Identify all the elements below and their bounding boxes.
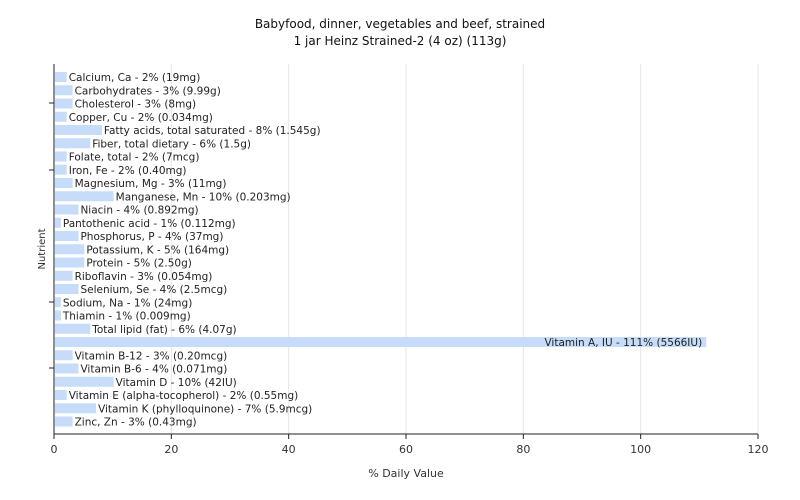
x-tick-label: 100: [630, 443, 651, 456]
bar-label: Zinc, Zn - 3% (0.43mg): [75, 417, 197, 429]
bar-label: Vitamin K (phylloquinone) - 7% (5.9mcg): [98, 403, 312, 415]
bar: [55, 85, 73, 96]
bar-label: Phosphorus, P - 4% (37mg): [80, 231, 223, 243]
bar: [55, 72, 67, 82]
bar: [55, 403, 97, 414]
x-tick-label: 120: [748, 443, 769, 456]
bar-label: Riboflavin - 3% (0.054mg): [75, 271, 213, 283]
bar: [55, 363, 79, 374]
bar: [55, 270, 73, 281]
bar-label: Thiamin - 1% (0.009mg): [62, 311, 191, 323]
bar: [55, 111, 67, 122]
bar: [55, 350, 73, 361]
x-tick-label: 40: [282, 443, 296, 456]
bar: [55, 164, 67, 175]
bar-label: Sodium, Na - 1% (24mg): [63, 297, 192, 309]
bar: [55, 257, 85, 268]
bar-label: Vitamin A, IU - 111% (5566IU): [544, 337, 702, 349]
bar: [55, 416, 73, 427]
bar-label: Cholesterol - 3% (8mg): [75, 99, 197, 111]
x-tick-label: 20: [164, 443, 178, 456]
bar-label: Vitamin D - 10% (42IU): [116, 377, 237, 389]
gridlines: [170, 64, 759, 434]
bar-label: Fiber, total dietary - 6% (1.5g): [92, 138, 251, 150]
bar-label: Fatty acids, total saturated - 8% (1.545…: [104, 125, 321, 137]
bar-labels: Calcium, Ca - 2% (19mg)Carbohydrates - 3…: [62, 72, 702, 429]
bar-label: Vitamin B-6 - 4% (0.071mg): [80, 364, 227, 376]
bar-label: Total lipid (fat) - 6% (4.07g): [91, 324, 236, 336]
x-ticks: 0 20 40 60 80 100 120: [51, 434, 769, 456]
bar: [55, 310, 61, 321]
bar-label: Copper, Cu - 2% (0.034mg): [69, 112, 213, 124]
bar: [55, 217, 61, 228]
chart-subtitle: 1 jar Heinz Strained-2 (4 oz) (113g): [293, 34, 507, 48]
bar-label: Calcium, Ca - 2% (19mg): [69, 72, 201, 84]
bar: [55, 244, 85, 255]
bar: [55, 191, 114, 202]
bars: [55, 72, 707, 427]
y-axis-label: Nutrient: [37, 228, 48, 269]
bar-label: Niacin - 4% (0.892mg): [80, 205, 198, 217]
bar-label: Magnesium, Mg - 3% (11mg): [75, 178, 227, 190]
bar: [55, 125, 102, 135]
bar-label: Carbohydrates - 3% (9.99g): [75, 85, 221, 97]
bar: [55, 337, 707, 347]
bar-label: Potassium, K - 5% (164mg): [86, 244, 229, 256]
bar-label: Selenium, Se - 4% (2.5mcg): [80, 284, 227, 296]
bar: [55, 231, 79, 241]
bar: [55, 390, 67, 400]
x-tick-label: 80: [516, 443, 530, 456]
bar: [55, 178, 73, 188]
bar-label: Protein - 5% (2.50g): [86, 258, 192, 270]
y-ticks: [49, 102, 54, 369]
x-tick-label: 60: [399, 443, 413, 456]
bar: [55, 284, 79, 294]
bar-label: Folate, total - 2% (7mcg): [69, 152, 200, 164]
bar: [55, 98, 73, 109]
chart-title-block: Babyfood, dinner, vegetables and beef, s…: [0, 16, 800, 50]
bar-label: Manganese, Mn - 10% (0.203mg): [116, 191, 291, 203]
bar: [55, 138, 91, 149]
bar: [55, 151, 67, 162]
bar: [55, 323, 91, 334]
bar-label: Pantothenic acid - 1% (0.112mg): [63, 218, 236, 230]
bar: [55, 297, 61, 308]
bar-label: Vitamin B-12 - 3% (0.20mcg): [75, 350, 228, 362]
bar: [55, 204, 79, 215]
bar: [55, 376, 114, 387]
x-axis-label: % Daily Value: [368, 467, 444, 480]
chart-title: Babyfood, dinner, vegetables and beef, s…: [254, 17, 546, 31]
bar-label: Iron, Fe - 2% (0.40mg): [69, 165, 187, 177]
bar-label: Vitamin E (alpha-tocopherol) - 2% (0.55m…: [69, 390, 299, 402]
x-tick-label: 0: [51, 443, 58, 456]
